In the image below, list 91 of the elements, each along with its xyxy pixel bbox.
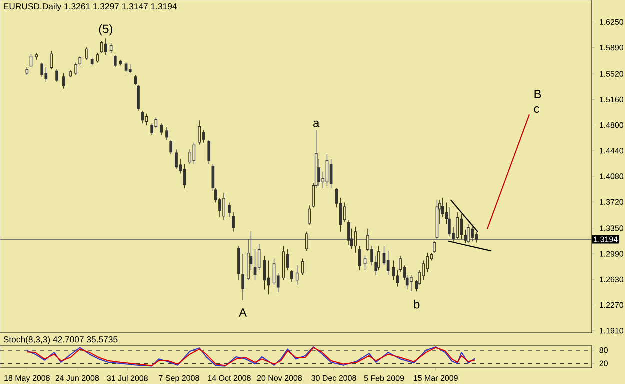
annotation: B [534,90,542,98]
candlestick [305,231,308,252]
candlestick [467,224,470,244]
annotation: a [314,120,320,128]
candlestick [396,270,400,288]
candlestick [460,214,464,240]
candlestick [228,202,231,218]
candlestick [202,130,206,144]
x-tick-label: 31 Jul 2008 [107,375,148,382]
chart-title: EURUSD.Daily 1.3261 1.3297 1.3147 1.3194 [4,3,178,12]
candlestick [141,110,144,124]
candlestick [166,127,168,140]
candlestick [422,260,426,280]
y-tick-label: 1.3350 [600,226,624,232]
candlestick [114,54,117,68]
candlestick [74,62,78,76]
candlestick [44,67,48,82]
chart-title: Stoch(8,3,3) 42.7007 35.5735 [4,336,118,344]
candlestick [40,62,44,78]
candlestick [85,46,88,60]
y-tick-label: 1.2990 [600,251,624,257]
candlestick [296,265,299,286]
candlestick [290,270,294,282]
candlestick [208,140,211,164]
y-tick-label: 1.2270 [600,302,624,308]
candlestick [308,205,311,226]
candlestick [343,202,346,222]
candlestick [348,220,350,246]
x-tick-label: 18 May 2008 [4,375,50,383]
y-tick-label: 1.4080 [600,174,624,180]
candlestick [124,62,128,73]
x-tick-label: 30 Dec 2008 [312,375,356,382]
x-tick-label: 5 Feb 2009 [364,375,404,382]
candlestick [170,140,173,155]
candlestick [100,41,104,54]
candlestick [258,244,261,271]
y-tick-label: 80 [600,348,608,354]
candlestick [62,73,66,90]
candlestick [364,256,367,271]
candlestick [426,252,430,273]
y-tick-label: 1.2630 [600,276,624,282]
candlestick [410,274,413,292]
y-tick-label: 20 [600,360,608,366]
candlestick [242,254,244,301]
y-tick-label: 1.3720 [600,199,624,205]
ref-line-label: 1.3194 [594,236,618,242]
x-tick-label: 7 Sep 2008 [159,375,200,383]
y-tick-label: 1.4800 [600,122,624,128]
annotation: c [534,106,540,114]
x-tick-label: 20 Nov 2008 [257,375,302,382]
candlestick [56,69,58,82]
x-tick-label: 24 Jun 2008 [56,375,100,382]
candlestick [188,149,192,164]
candlestick [448,207,451,237]
candlestick [78,56,82,66]
candlestick [456,212,459,240]
candlestick [377,246,380,271]
x-tick-label: 15 Mar 2009 [414,375,458,382]
y-tick-label: 1.5520 [600,71,624,77]
candlestick [137,84,140,112]
x-tick-label: 14 Oct 2008 [208,375,251,382]
y-tick-label: 1.4440 [600,148,624,154]
candlestick [386,250,390,276]
candlestick [145,114,148,126]
y-tick-label: 1.5890 [600,44,624,51]
candlestick [354,226,358,254]
candlestick [464,230,468,244]
candlestick [267,260,270,295]
candlestick [192,142,196,164]
candlestick [175,149,178,170]
y-tick-label: 1.5160 [600,96,624,103]
candlestick [104,38,108,56]
candlestick [50,50,54,70]
candlestick [475,232,478,244]
candlestick [150,123,154,136]
candlestick [254,248,257,280]
candlestick [198,120,202,146]
annotation: (5) [99,24,113,36]
candlestick [160,123,164,136]
annotation: b [414,300,420,309]
y-tick-label: 1.6250 [600,19,624,26]
candlestick [110,43,113,54]
candlestick [392,260,396,280]
candlestick [232,212,235,232]
y-tick-label: 1.1910 [600,328,624,334]
candlestick [134,74,138,86]
candlestick [433,241,436,254]
candlestick [471,226,474,242]
candlestick [222,192,226,221]
candlestick [183,164,186,189]
annotation: A [239,308,248,317]
